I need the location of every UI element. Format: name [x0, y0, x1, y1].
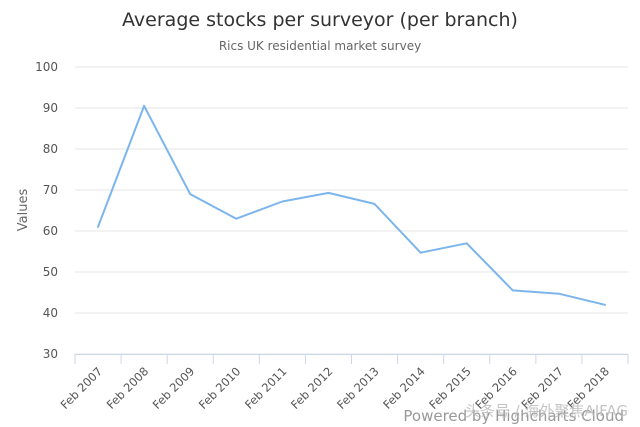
chart-title: Average stocks per surveyor (per branch): [122, 9, 518, 31]
y-tick-label: 40: [43, 306, 58, 320]
y-axis-label: Values: [16, 189, 31, 232]
series-line[interactable]: [97, 104, 606, 306]
y-tick-label: 90: [43, 101, 58, 115]
y-axis-ticks: 30 40 50 60 70 80 90 100: [35, 60, 58, 361]
y-tick-label: 30: [43, 347, 58, 361]
credits-text[interactable]: Powered by Highcharts Cloud: [403, 407, 624, 425]
y-tick-label: 100: [35, 60, 58, 74]
watermark-text: 头条号 / 海外聚焦AIFAG: [465, 402, 628, 420]
y-tick-label: 50: [43, 265, 58, 279]
y-tick-label: 60: [43, 224, 58, 238]
y-tick-label: 70: [43, 183, 58, 197]
chart-subtitle: Rics UK residential market survey: [219, 39, 421, 53]
series-group: [97, 104, 606, 306]
y-tick-label: 80: [43, 142, 58, 156]
